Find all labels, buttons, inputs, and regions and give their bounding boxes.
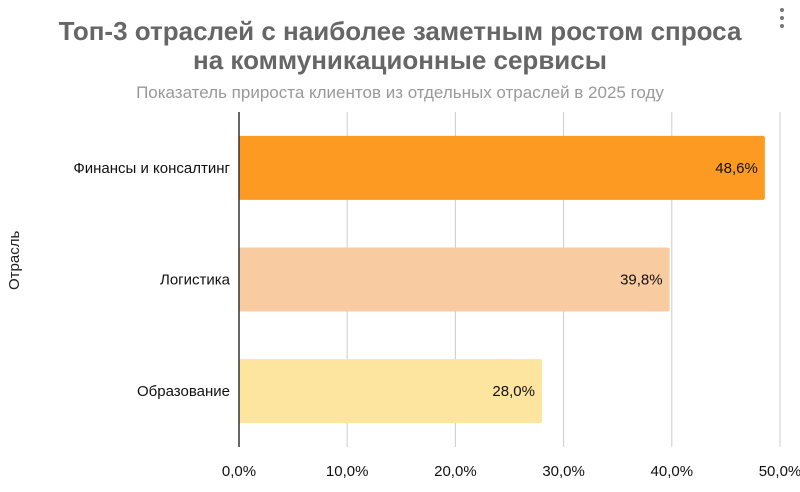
x-tick-label: 20,0% xyxy=(434,463,477,480)
bar xyxy=(239,359,542,424)
data-label: 28,0% xyxy=(492,383,535,400)
x-tick-label: 30,0% xyxy=(542,463,585,480)
chart-title: Топ-3 отраслей с наиболее заметным росто… xyxy=(0,17,800,75)
data-label: 48,6% xyxy=(715,160,758,177)
data-label: 39,8% xyxy=(620,272,663,289)
x-tick-label: 40,0% xyxy=(651,463,694,480)
more-vert-icon[interactable] xyxy=(776,6,788,32)
category-label: Образование xyxy=(137,383,230,400)
bar xyxy=(239,247,670,312)
x-tick-label: 10,0% xyxy=(326,463,369,480)
chart-subtitle: Показатель прироста клиентов из отдельны… xyxy=(136,83,664,102)
x-tick-label: 0,0% xyxy=(222,463,256,480)
bar xyxy=(239,135,765,200)
chart-title-line-1: Топ-3 отраслей с наиболее заметным росто… xyxy=(58,16,742,46)
x-tick-label: 50,0% xyxy=(759,463,800,480)
chart-title-line-2: на коммуникационные сервисы xyxy=(193,45,607,75)
category-label: Логистика xyxy=(160,272,231,289)
category-label: Финансы и консалтинг xyxy=(73,160,230,177)
